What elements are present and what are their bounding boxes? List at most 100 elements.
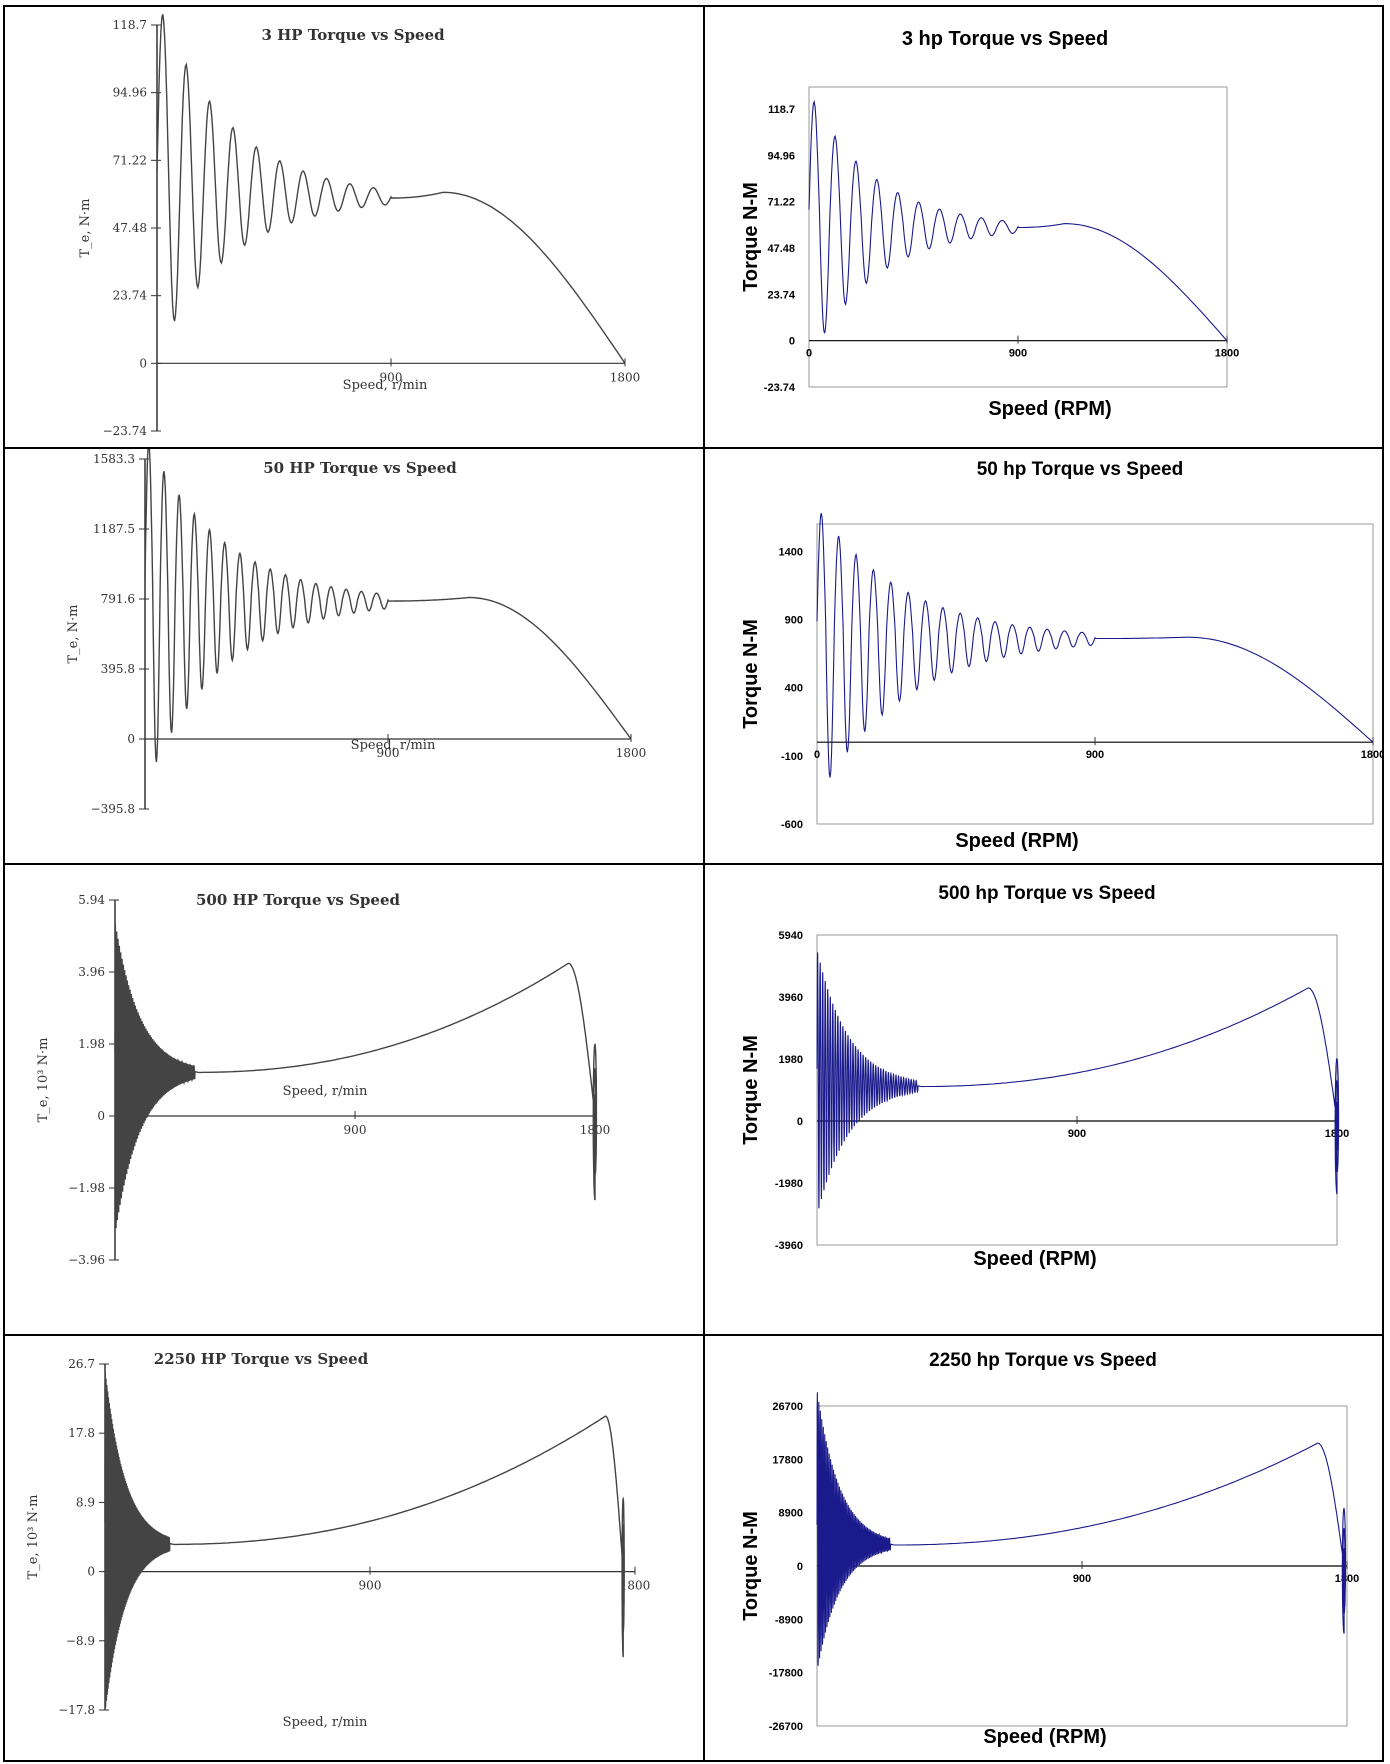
- y-tick-label: 3960: [779, 992, 803, 1004]
- row-divider: [5, 863, 1382, 865]
- y-axis-label: T_e, N·m: [78, 199, 93, 258]
- torque-speed-curve: [104, 1371, 625, 1708]
- y-tick-label: 71.22: [767, 197, 795, 209]
- chart-title: 50 hp Torque vs Speed: [977, 459, 1184, 480]
- y-tick-label: -600: [781, 819, 803, 831]
- chart-500hp-excel: 5940 3960 1980 0 -1980 -3960 900 1800 500 hp Tor…: [705, 865, 1383, 1334]
- x-axis-label: Speed (RPM): [988, 398, 1111, 420]
- chart-2250hp-excel: 26700 17800 8900 0 -8900 -17800 -26700 900 1800 2…: [705, 1336, 1383, 1764]
- x-axis-label: Speed, r/min: [283, 1084, 368, 1099]
- y-tick-label: 0: [87, 1565, 95, 1579]
- x-tick-label: 900: [1073, 1573, 1091, 1585]
- y-tick-label: 17800: [772, 1454, 803, 1466]
- y-tick-label: 1583.3: [93, 452, 135, 466]
- x-tick-label: 1800: [610, 370, 641, 384]
- y-axis-label: T_e, 10³ N·m: [26, 1495, 41, 1580]
- plot-area-frame: [816, 934, 1338, 1246]
- y-tick-label: -26700: [769, 1721, 803, 1733]
- x-axis-label: Speed, r/min: [351, 738, 436, 753]
- y-tick-label: 0: [797, 1116, 803, 1128]
- chart-500hp-paper: 5.94 3.96 1.98 0 −1.98 −3.96 900 1800 500 HP Tor…: [5, 865, 703, 1334]
- chart-title: 2250 hp Torque vs Speed: [929, 1350, 1157, 1371]
- y-tick-label: 791.6: [101, 592, 135, 606]
- x-tick-label: 900: [359, 1579, 382, 1593]
- y-tick-label: −1.98: [68, 1181, 105, 1195]
- y-tick-label: 1400: [779, 546, 803, 558]
- y-tick-label: 1980: [779, 1054, 803, 1066]
- y-tick-label: -8900: [775, 1614, 803, 1626]
- torque-speed-curve: [144, 449, 632, 763]
- x-tick-label: 1800: [616, 746, 647, 760]
- y-tick-label: 47.48: [767, 243, 795, 255]
- chart-2250hp-paper: 26.7 17.8 8.9 0 −8.9 −17.8 900 1800 2250 HP Torq…: [5, 1336, 703, 1764]
- y-tick-label: 5940: [779, 930, 803, 942]
- y-axis-label: Torque N-M: [740, 619, 762, 729]
- x-axis-label: Speed, r/min: [283, 1715, 368, 1730]
- y-tick-label: 23.74: [767, 289, 795, 301]
- y-axis-label: Torque N-M: [740, 182, 762, 292]
- y-tick-label: −17.8: [58, 1703, 95, 1717]
- x-tick-label: 0: [814, 749, 820, 761]
- y-tick-label: 0: [97, 1109, 105, 1123]
- y-tick-label: 3.96: [78, 965, 105, 979]
- x-axis-label: Speed, r/min: [343, 378, 428, 393]
- chart-50hp-paper: 1583.3 1187.5 791.6 395.8 0 −395.8 900 1800 50 H…: [5, 449, 703, 863]
- y-tick-label: 0: [127, 732, 135, 746]
- y-tick-label: 26.7: [68, 1357, 95, 1371]
- chart-title: 50 HP Torque vs Speed: [263, 459, 457, 477]
- chart-title: 500 HP Torque vs Speed: [196, 891, 401, 909]
- x-axis-label: Speed (RPM): [983, 1726, 1106, 1748]
- y-tick-label: -3960: [775, 1240, 803, 1252]
- y-axis-label: T_e, 10³ N·m: [36, 1038, 51, 1123]
- y-tick-label: 94.96: [113, 86, 147, 100]
- y-tick-label: 94.96: [767, 150, 795, 162]
- torque-speed-curve: [808, 99, 1228, 342]
- y-tick-label: 0: [139, 356, 147, 370]
- y-tick-label: -100: [781, 751, 803, 763]
- y-tick-label: 0: [797, 1561, 803, 1573]
- torque-speed-curve: [156, 14, 626, 364]
- chart-50hp-excel: 1400 900 400 -100 -600 0 900 1800 50 hp Torque v…: [705, 449, 1383, 863]
- x-tick-label: 900: [344, 1123, 367, 1137]
- chart-3hp-paper: 118.7 94.96 71.22 47.48 23.74 0 −23.74 900 1800 3…: [5, 7, 703, 447]
- torque-speed-curve: [816, 513, 1374, 778]
- y-tick-label: 17.8: [68, 1426, 95, 1440]
- comparison-grid: 118.7 94.96 71.22 47.48 23.74 0 −23.74 900 1800 3…: [3, 5, 1384, 1762]
- y-tick-label: 1187.5: [93, 522, 135, 536]
- chart-title: 2250 HP Torque vs Speed: [154, 1350, 369, 1368]
- x-axis-label: Speed (RPM): [973, 1248, 1096, 1270]
- torque-speed-curve: [114, 923, 598, 1229]
- x-tick-label: 900: [1086, 749, 1104, 761]
- y-tick-label: 5.94: [78, 893, 105, 907]
- y-tick-label: 900: [785, 614, 803, 626]
- y-tick-label: 23.74: [113, 289, 148, 303]
- y-tick-label: -17800: [769, 1668, 803, 1680]
- y-tick-label: −395.8: [91, 802, 135, 816]
- y-tick-label: −3.96: [68, 1253, 105, 1267]
- x-tick-label: 0: [806, 348, 812, 360]
- y-tick-label: 395.8: [101, 662, 135, 676]
- x-tick-label: 1800: [1215, 348, 1239, 360]
- torque-speed-curve: [816, 952, 1340, 1209]
- y-axis-label: Torque N-M: [740, 1035, 762, 1145]
- y-tick-label: 400: [785, 683, 803, 695]
- y-tick-label: 8900: [779, 1508, 803, 1520]
- x-tick-label: 1800: [620, 1579, 651, 1593]
- x-axis-label: Speed (RPM): [955, 830, 1078, 852]
- y-tick-label: 118.7: [113, 18, 147, 32]
- x-tick-label: 900: [1009, 348, 1027, 360]
- y-tick-label: −23.74: [103, 424, 148, 438]
- chart-3hp-excel: 118.7 94.96 71.22 47.48 23.74 0 -23.74 0 900 1800…: [705, 7, 1383, 447]
- x-tick-label: 900: [1068, 1128, 1086, 1140]
- y-tick-label: 118.7: [768, 104, 795, 116]
- y-tick-label: -23.74: [764, 382, 796, 394]
- y-tick-label: 8.9: [76, 1495, 95, 1509]
- y-tick-label: 47.48: [113, 221, 147, 235]
- x-tick-label: 900: [380, 370, 403, 384]
- chart-title: 3 HP Torque vs Speed: [261, 26, 445, 44]
- y-tick-label: 26700: [772, 1401, 803, 1413]
- y-tick-label: 71.22: [113, 153, 147, 167]
- chart-title: 3 hp Torque vs Speed: [902, 28, 1108, 50]
- y-tick-label: 0: [789, 336, 795, 348]
- x-tick-label: 900: [377, 746, 400, 760]
